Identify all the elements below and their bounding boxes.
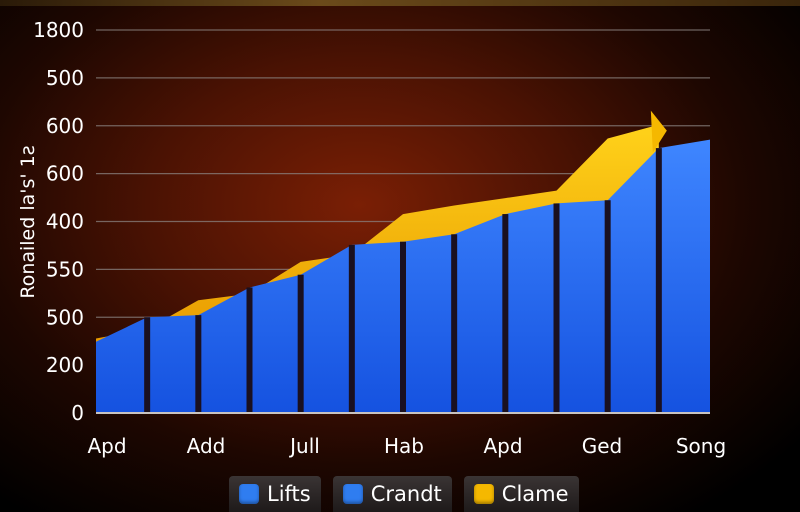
bar-divider (195, 315, 202, 413)
x-tick-label: Add (187, 434, 226, 458)
legend-label-clame: Clame (501, 482, 569, 506)
x-tick-label: Ged (582, 434, 623, 458)
y-tick-label: 500 (46, 305, 84, 329)
y-tick-label: 200 (46, 353, 84, 377)
bar-divider (400, 241, 406, 413)
y-tick-label: 500 (46, 66, 84, 90)
bar-divider (297, 274, 304, 413)
x-tick-label: Apd (483, 434, 522, 458)
y-tick-label: 1800 (33, 18, 84, 42)
legend-swatch-clame (473, 484, 494, 504)
y-tick-label: 400 (46, 210, 84, 234)
legend-swatch-crandt (342, 484, 363, 504)
bar-divider (655, 148, 662, 413)
bar-divider (553, 203, 560, 413)
x-tick-label: Jull (288, 434, 320, 458)
y-tick-label: 0 (71, 401, 84, 425)
legend: Lifts Crandt Clame (229, 476, 579, 512)
bar-divider (502, 214, 509, 413)
y-tick-label: 600 (46, 114, 84, 138)
y-tick-label: 600 (46, 162, 84, 186)
bar-divider (604, 200, 611, 413)
bar-divider (246, 287, 253, 413)
legend-label-crandt: Crandt (370, 482, 442, 506)
bar-divider (144, 317, 151, 413)
y-axis-label: Ronailed la's' 1ƨ (17, 145, 39, 298)
y-tick-label: 550 (46, 257, 84, 281)
trend-arrow-head (650, 110, 667, 153)
legend-item-lifts: Lifts (229, 476, 321, 512)
bar-divider (451, 234, 458, 413)
x-tick-label: Apd (87, 434, 126, 458)
legend-label-lifts: Lifts (267, 482, 311, 506)
legend-item-clame: Clame (463, 476, 579, 512)
legend-swatch-lifts (239, 484, 259, 504)
bar-divider (348, 244, 355, 413)
x-tick-label: Hab (384, 434, 424, 458)
top-border (0, 0, 800, 6)
legend-item-crandt: Crandt (332, 476, 452, 512)
x-tick-label: Song (676, 434, 726, 458)
